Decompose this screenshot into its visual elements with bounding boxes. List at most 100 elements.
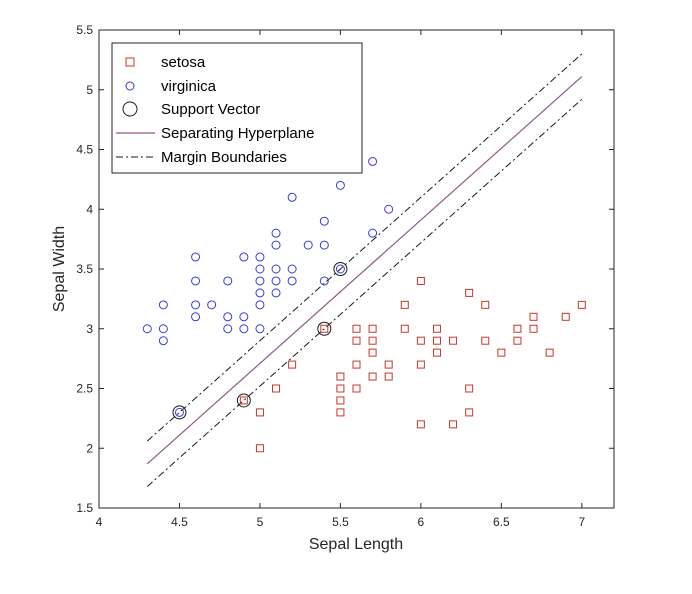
legend-label: virginica <box>161 78 217 95</box>
virginica-point <box>158 300 168 310</box>
virginica-point <box>255 252 265 262</box>
setosa-point <box>561 312 570 321</box>
setosa-point <box>400 300 409 309</box>
setosa-point <box>352 336 361 345</box>
x-tick-label: 5 <box>257 515 264 529</box>
margin-boundary-line <box>146 98 583 487</box>
setosa-point <box>384 360 393 369</box>
virginica-point <box>271 264 281 274</box>
virginica-point <box>287 276 297 286</box>
y-tick-label: 2 <box>86 441 93 455</box>
setosa-point <box>481 336 490 345</box>
x-tick-label: 4.5 <box>171 515 188 529</box>
legend: setosa virginica Support Vector Separating … <box>111 42 363 174</box>
x-tick-label: 5.5 <box>332 515 349 529</box>
virginica-point <box>319 276 329 286</box>
virginica-point <box>158 336 168 346</box>
setosa-point <box>449 420 458 429</box>
setosa-point <box>432 348 441 357</box>
virginica-point <box>255 300 265 310</box>
setosa-point <box>352 384 361 393</box>
setosa-point <box>384 372 393 381</box>
virginica-point <box>191 252 201 262</box>
setosa-point <box>577 300 586 309</box>
x-axis-label: Sepal Length <box>309 536 403 553</box>
y-tick-label: 5.5 <box>76 23 93 37</box>
virginica-point <box>239 252 249 262</box>
setosa-point <box>432 324 441 333</box>
y-tick-label: 3 <box>86 322 93 336</box>
support-vector-point <box>333 262 348 276</box>
setosa-point <box>465 408 474 417</box>
virginica-point <box>255 276 265 286</box>
setosa-point <box>288 360 297 369</box>
virginica-point <box>255 288 265 298</box>
virginica-point <box>319 240 329 250</box>
legend-label: Support Vector <box>161 101 260 118</box>
virginica-point <box>223 312 233 322</box>
virginica-point <box>335 180 345 190</box>
y-tick-label: 3.5 <box>76 262 93 276</box>
lines-layer <box>146 53 583 487</box>
x-tick-label: 6.5 <box>493 515 510 529</box>
virginica-point <box>207 300 217 310</box>
setosa-point <box>368 372 377 381</box>
setosa-point <box>481 300 490 309</box>
virginica-point <box>239 324 249 334</box>
hyperplane-line <box>146 76 583 465</box>
setosa-point <box>513 336 522 345</box>
setosa-point <box>513 324 522 333</box>
virginica-point <box>384 204 394 214</box>
setosa-point <box>432 336 441 345</box>
y-tick-label: 1.5 <box>76 501 93 515</box>
virginica-point <box>271 240 281 250</box>
virginica-point <box>271 228 281 238</box>
legend-label: Margin Boundaries <box>161 149 287 166</box>
setosa-point <box>529 324 538 333</box>
virginica-point <box>174 407 184 417</box>
virginica-point <box>191 276 201 286</box>
x-tick-label: 6 <box>418 515 425 529</box>
virginica-point <box>255 264 265 274</box>
virginica-point <box>271 288 281 298</box>
setosa-point <box>336 372 345 381</box>
setosa-point <box>416 420 425 429</box>
x-tick-label: 4 <box>96 515 103 529</box>
virginica-point <box>239 312 249 322</box>
margin-boundary-line <box>146 53 583 442</box>
setosa-point <box>416 276 425 285</box>
y-tick-label: 4 <box>86 202 93 216</box>
legend-label: Separating Hyperplane <box>161 125 314 142</box>
setosa-point <box>416 360 425 369</box>
y-tick-label: 2.5 <box>76 382 93 396</box>
virginica-point <box>223 324 233 334</box>
setosa-point <box>272 384 281 393</box>
virginica-point <box>142 324 152 334</box>
setosa-point <box>368 348 377 357</box>
setosa-point <box>320 324 329 333</box>
setosa-point <box>255 444 264 453</box>
virginica-point <box>271 276 281 286</box>
virginica-point <box>335 264 345 274</box>
points-layer <box>142 156 586 453</box>
setosa-point <box>465 288 474 297</box>
legend-support-vector-marker <box>122 101 138 117</box>
virginica-point <box>255 324 265 334</box>
setosa-point <box>400 324 409 333</box>
x-axis-ticks: 4 4.5 5 5.5 6 6.5 7 <box>96 30 585 529</box>
setosa-point <box>529 312 538 321</box>
setosa-point <box>368 324 377 333</box>
y-axis-label: Sepal Width <box>51 226 68 312</box>
setosa-point <box>352 324 361 333</box>
setosa-point <box>336 384 345 393</box>
setosa-point <box>336 396 345 405</box>
setosa-point <box>416 336 425 345</box>
virginica-point <box>287 192 297 202</box>
y-axis-ticks: 1.5 2 2.5 3 3.5 4 4.5 5 5.5 <box>76 23 614 515</box>
virginica-point <box>319 216 329 226</box>
y-tick-label: 5 <box>86 83 93 97</box>
virginica-point <box>303 240 313 250</box>
virginica-point <box>287 264 297 274</box>
virginica-point <box>223 276 233 286</box>
setosa-point <box>465 384 474 393</box>
